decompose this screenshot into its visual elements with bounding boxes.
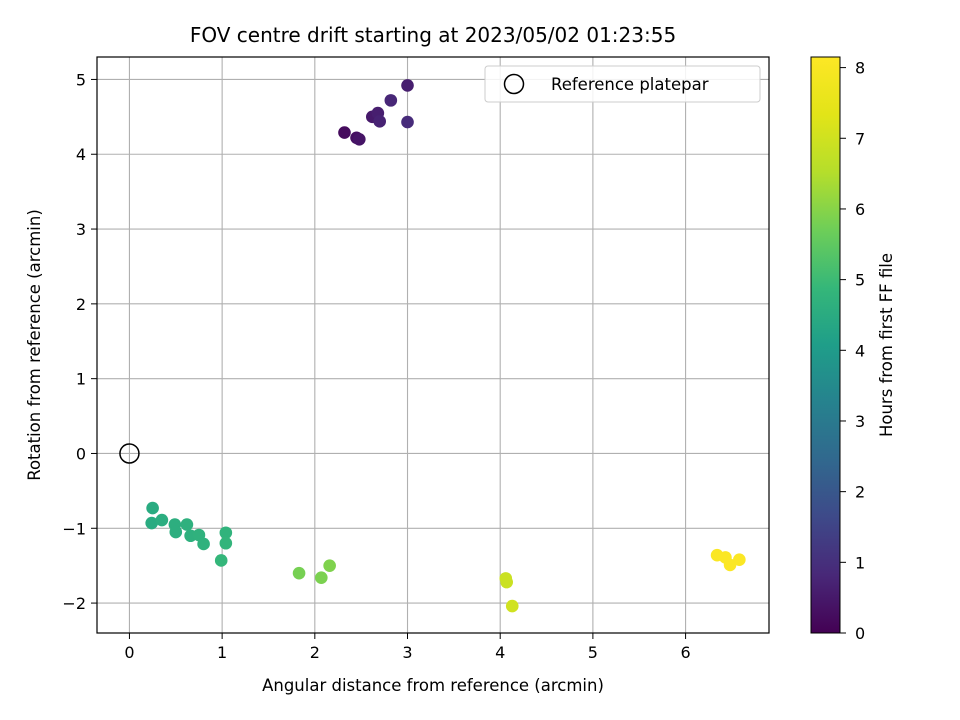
x-tick-label: 6 [680, 643, 690, 662]
x-tick-label: 3 [402, 643, 412, 662]
data-point [505, 599, 519, 613]
x-tick-label: 2 [310, 643, 320, 662]
x-tick-label: 5 [588, 643, 598, 662]
x-tick-label: 4 [495, 643, 505, 662]
y-tick-label: 2 [76, 295, 86, 314]
y-tick-label: 4 [76, 145, 86, 164]
data-point [315, 571, 328, 584]
y-tick-label: 1 [76, 370, 86, 389]
y-tick-label: −1 [62, 519, 86, 538]
data-point [733, 553, 746, 566]
reference-platepar-marker [119, 443, 140, 464]
colorbar-tick-label: 6 [855, 200, 865, 219]
colorbar-tick-label: 3 [855, 412, 865, 431]
data-point [145, 516, 158, 530]
colorbar-label: Hours from first FF file [877, 253, 896, 437]
y-tick-label: −2 [62, 594, 86, 613]
data-point [219, 526, 233, 540]
data-point [292, 566, 306, 580]
colorbar-tick-label: 1 [855, 553, 865, 572]
x-axis-ticks: 0 1 2 3 4 5 6 [124, 633, 691, 662]
colorbar-tick-label: 5 [855, 271, 865, 290]
data-point [401, 79, 414, 92]
plot-area-frame [96, 56, 770, 634]
data-point [373, 115, 387, 128]
y-axis-label: Rotation from reference (arcmin) [25, 209, 44, 481]
data-point [146, 501, 159, 515]
colorbar-ticks: 0 1 2 3 4 5 6 7 8 [840, 59, 865, 643]
grid-lines [97, 57, 769, 633]
data-point [723, 558, 737, 572]
data-point [180, 518, 194, 531]
legend-label: Reference platepar [551, 75, 709, 94]
y-tick-label: 5 [76, 70, 86, 89]
data-point [169, 525, 183, 539]
colorbar-tick-label: 0 [855, 624, 865, 643]
data-point [323, 559, 336, 572]
legend-box [484, 65, 761, 103]
legend: Reference platepar [484, 65, 761, 103]
data-point [219, 536, 233, 550]
data-point [401, 115, 414, 129]
data-point [500, 575, 513, 589]
chart-title: FOV centre drift starting at 2023/05/02 … [190, 23, 676, 47]
colorbar-gradient [810, 56, 841, 634]
colorbar-tick-label: 7 [855, 129, 865, 148]
data-point [384, 94, 398, 107]
colorbar-tick-label: 2 [855, 483, 865, 502]
data-point [338, 126, 351, 139]
x-tick-label: 1 [217, 643, 227, 662]
data-points [145, 79, 746, 613]
data-point [353, 132, 366, 146]
colorbar: 0 1 2 3 4 5 6 7 8 Hours from first FF file [810, 56, 896, 643]
data-point [214, 554, 228, 567]
data-point [155, 513, 169, 527]
y-tick-label: 0 [76, 444, 86, 463]
data-point [197, 537, 210, 551]
x-tick-label: 0 [124, 643, 134, 662]
colorbar-tick-label: 4 [855, 341, 865, 360]
y-tick-label: 3 [76, 220, 86, 239]
legend-reference-marker-icon [503, 73, 525, 95]
y-axis-ticks: −2 −1 0 1 2 3 4 5 [62, 70, 97, 613]
colorbar-tick-label: 8 [855, 59, 865, 78]
x-axis-label: Angular distance from reference (arcmin) [262, 676, 604, 695]
